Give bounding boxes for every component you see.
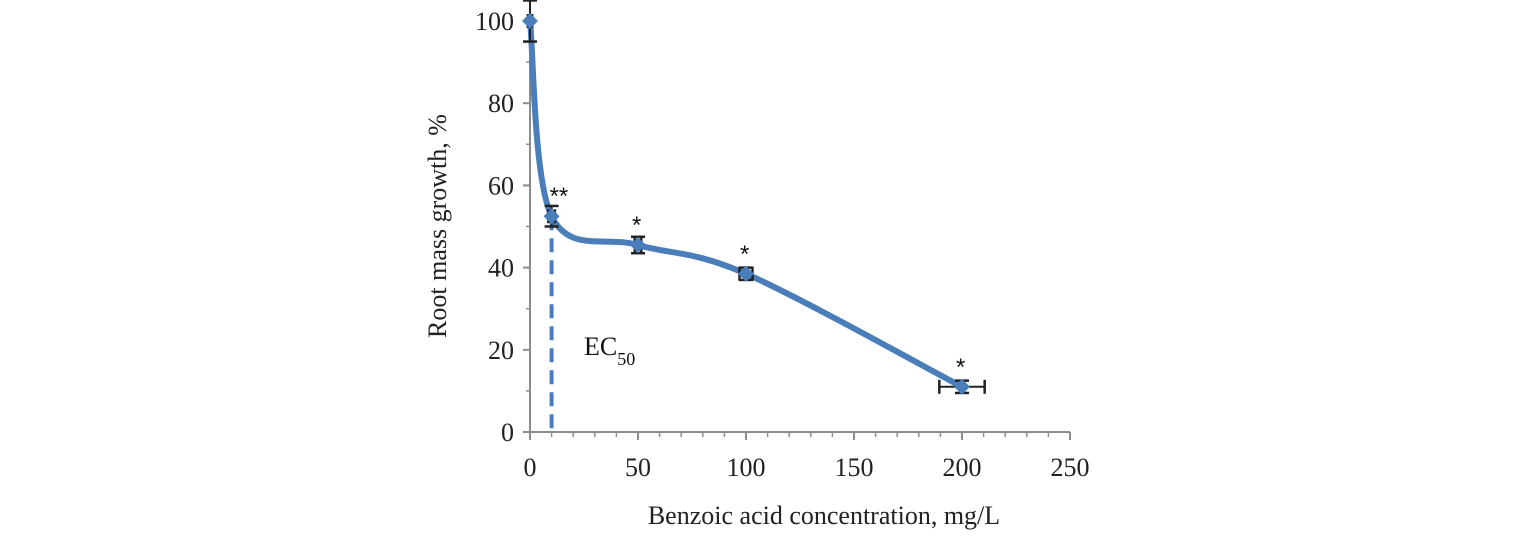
significance-label: * xyxy=(740,241,749,268)
significance-label: ** xyxy=(550,183,569,210)
axes: 0 20 40 60 80 100 0 50 100 150 200 250 xyxy=(475,7,1090,482)
y-tick-label: 60 xyxy=(488,171,514,200)
y-tick-label: 20 xyxy=(488,336,514,365)
x-axis-title: Benzoic acid concentration, mg/L xyxy=(648,501,1000,530)
ec50-label: EC50 xyxy=(584,332,635,369)
ec50-label-main: EC xyxy=(584,332,617,361)
y-tick-label: 80 xyxy=(488,89,514,118)
y-axis-title: Root mass growth, % xyxy=(423,114,452,338)
data-point xyxy=(954,378,970,395)
data-point xyxy=(522,13,538,29)
significance-label: * xyxy=(632,212,641,239)
data-point xyxy=(630,236,646,253)
y-tick-label: 100 xyxy=(475,7,514,36)
significance-label: * xyxy=(956,354,965,381)
data-markers: ***** xyxy=(522,13,970,395)
x-tick-label: 200 xyxy=(943,453,982,482)
y-tick-label: 40 xyxy=(488,254,514,283)
labels: Benzoic acid concentration, mg/L Root ma… xyxy=(423,114,1000,530)
y-tick-label: 0 xyxy=(501,418,514,447)
x-tick-label: 250 xyxy=(1051,453,1090,482)
x-tick-label: 150 xyxy=(835,453,874,482)
x-tick-label: 50 xyxy=(625,453,651,482)
data-point xyxy=(543,208,560,225)
ec50-label-sub: 50 xyxy=(617,349,635,369)
data-point xyxy=(738,265,754,282)
x-tick-label: 100 xyxy=(727,453,766,482)
x-tick-label: 0 xyxy=(524,453,537,482)
